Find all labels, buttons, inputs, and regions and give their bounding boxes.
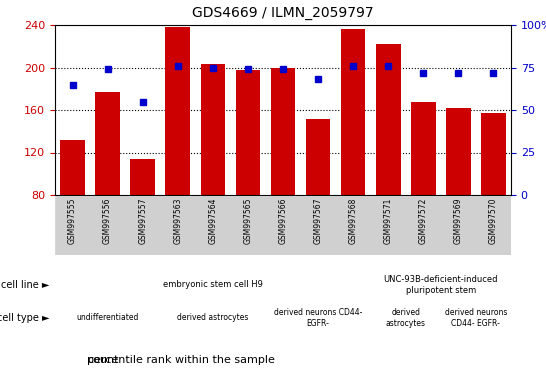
- Text: GSM997555: GSM997555: [68, 198, 77, 245]
- Text: count: count: [87, 355, 118, 365]
- Bar: [60, 140, 85, 195]
- Text: GSM997570: GSM997570: [489, 198, 498, 245]
- Bar: [55, 195, 90, 255]
- Bar: [371, 195, 406, 255]
- Bar: [306, 119, 330, 195]
- Bar: [300, 195, 336, 255]
- Bar: [160, 195, 195, 255]
- Bar: [236, 70, 260, 195]
- Bar: [125, 195, 160, 255]
- Bar: [195, 195, 230, 255]
- Text: GSM997567: GSM997567: [313, 198, 323, 245]
- Bar: [265, 195, 300, 255]
- Bar: [336, 195, 371, 255]
- Text: GSM997568: GSM997568: [349, 198, 358, 244]
- Text: percentile rank within the sample: percentile rank within the sample: [87, 355, 275, 365]
- Bar: [441, 195, 476, 255]
- Bar: [476, 195, 511, 255]
- Bar: [165, 27, 190, 195]
- Bar: [96, 92, 120, 195]
- Text: derived
astrocytes: derived astrocytes: [386, 308, 426, 328]
- Text: derived neurons
CD44- EGFR-: derived neurons CD44- EGFR-: [445, 308, 507, 328]
- Text: GSM997569: GSM997569: [454, 198, 463, 245]
- Text: embryonic stem cell H9: embryonic stem cell H9: [163, 280, 263, 290]
- Bar: [200, 64, 225, 195]
- Text: derived neurons CD44-
EGFR-: derived neurons CD44- EGFR-: [274, 308, 362, 328]
- Text: GSM997571: GSM997571: [384, 198, 393, 244]
- Bar: [271, 68, 295, 195]
- Text: GSM997556: GSM997556: [103, 198, 112, 245]
- Bar: [481, 113, 506, 195]
- Bar: [341, 29, 365, 195]
- Text: GSM997563: GSM997563: [173, 198, 182, 245]
- Text: UNC-93B-deficient-induced
pluripotent stem: UNC-93B-deficient-induced pluripotent st…: [384, 275, 498, 295]
- Text: cell line ►: cell line ►: [1, 280, 50, 290]
- Bar: [446, 108, 471, 195]
- Text: GSM997564: GSM997564: [209, 198, 217, 245]
- Text: GSM997572: GSM997572: [419, 198, 428, 244]
- Text: cell type ►: cell type ►: [0, 313, 50, 323]
- Text: GSM997565: GSM997565: [244, 198, 252, 245]
- Title: GDS4669 / ILMN_2059797: GDS4669 / ILMN_2059797: [192, 6, 374, 20]
- Bar: [376, 44, 401, 195]
- Text: GSM997566: GSM997566: [278, 198, 288, 245]
- Bar: [130, 159, 155, 195]
- Text: GSM997557: GSM997557: [138, 198, 147, 245]
- Bar: [90, 195, 125, 255]
- Text: derived astrocytes: derived astrocytes: [177, 313, 248, 323]
- Text: undifferentiated: undifferentiated: [76, 313, 139, 323]
- Bar: [406, 195, 441, 255]
- Bar: [230, 195, 265, 255]
- Bar: [411, 101, 436, 195]
